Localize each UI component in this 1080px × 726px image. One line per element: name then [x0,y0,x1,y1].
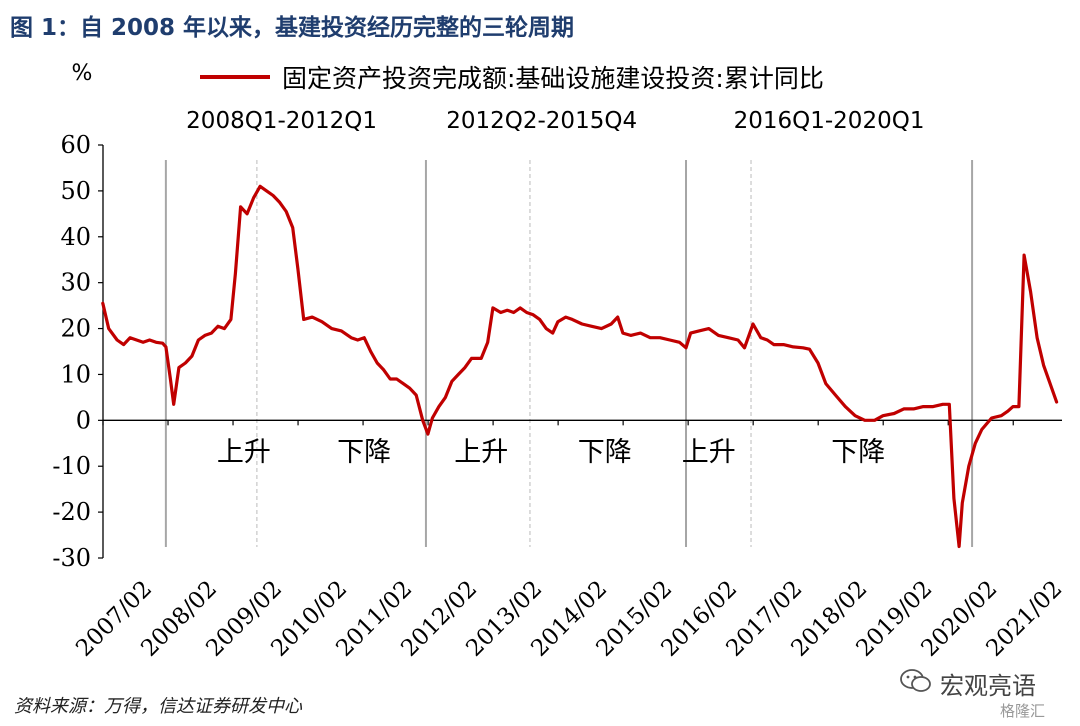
legend-label: 固定资产投资完成额:基础设施建设投资:累计同比 [282,64,824,93]
y-tick-label: 0 [76,406,91,434]
chart-labels: 6050403020100-10-20-302007/022008/022009… [52,61,1067,662]
y-tick-label: -10 [52,452,91,480]
period-label: 2012Q2-2015Q4 [446,108,637,134]
y-axis-unit: % [72,61,93,86]
phase-label: 上升 [454,437,508,468]
separator-lines [164,160,974,547]
y-tick-label: -30 [52,544,91,572]
period-label: 2008Q1-2012Q1 [186,108,377,134]
series-layer [101,184,1059,549]
y-tick-label: 20 [60,315,91,343]
y-tick-label: -20 [52,498,91,526]
period-label: 2016Q1-2020Q1 [734,108,925,134]
y-tick-label: 50 [60,177,91,205]
phase-label: 下降 [578,437,632,468]
phase-label: 上升 [682,437,736,468]
y-tick-label: 10 [60,360,91,388]
axes [98,144,1062,559]
watermark-site: 格隆汇 [1000,702,1046,720]
series-line [101,184,1059,549]
source-note: 资料来源：万得，信达证券研发中心 [14,696,302,717]
phase-label: 上升 [217,437,271,468]
watermark-brand-text: 宏观亮语 [940,672,1036,700]
watermark-brand: 宏观亮语 [900,664,1070,700]
y-tick-label: 40 [60,223,91,251]
y-tick-label: 30 [60,269,91,297]
phase-label: 下降 [337,437,391,468]
figure-title: 图 1：自 2008 年以来，基建投资经历完整的三轮周期 [10,15,575,41]
wechat-icon [900,669,931,692]
y-tick-label: 60 [60,131,91,159]
phase-label: 下降 [831,437,885,468]
